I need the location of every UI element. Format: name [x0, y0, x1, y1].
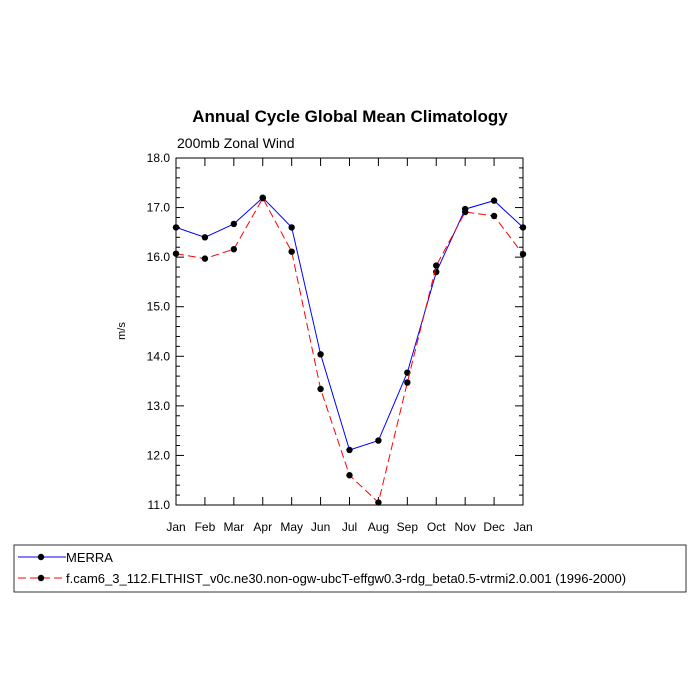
- x-tick-label: Feb: [195, 520, 216, 534]
- series-lines: [172, 194, 527, 506]
- series-line-1: [175, 197, 524, 504]
- x-tick-label: Jun: [311, 520, 330, 534]
- series-0-point: [230, 220, 238, 228]
- x-tick-label: Jul: [342, 520, 357, 534]
- y-tick-label: 18.0: [147, 151, 171, 165]
- legend-marker-0: [37, 553, 45, 561]
- series-0-point: [375, 437, 382, 444]
- series-1-point: [259, 194, 266, 202]
- series-1-point: [375, 499, 382, 506]
- plot-frame: [175, 157, 524, 506]
- legend-marker-1: [37, 574, 45, 582]
- x-tick-label: May: [280, 520, 303, 534]
- x-tick-label: Dec: [483, 520, 504, 534]
- tick-labels: 11.0 12.0 13.0 14.0 15.0 16.0 17.0 18.0 Jan Feb Ma…: [147, 151, 533, 534]
- series-0-point: [317, 351, 324, 358]
- y-tick-label: 14.0: [147, 349, 171, 363]
- legend-frame: [13, 544, 687, 593]
- series-1-point: [317, 385, 324, 393]
- series-1-point: [404, 379, 411, 386]
- x-tick-label: Aug: [368, 520, 389, 534]
- series-1-point: [461, 208, 469, 216]
- y-axis-label: m/s: [116, 322, 128, 340]
- y-tick-label: 16.0: [147, 250, 171, 264]
- series-1-point: [288, 248, 295, 255]
- series-1-point: [490, 212, 498, 220]
- x-tick-label: Jan: [513, 520, 532, 534]
- y-tick-label: 13.0: [147, 399, 171, 413]
- y-tick-label: 15.0: [147, 300, 171, 314]
- series-line-0: [175, 197, 524, 451]
- x-tick-label: Sep: [397, 520, 419, 534]
- x-tick-label: Nov: [454, 520, 475, 534]
- y-tick-label: 17.0: [147, 201, 171, 215]
- legend-label-1: f.cam6_3_112.FLTHIST_v0c.ne30.non-ogw-ub…: [66, 571, 626, 586]
- series-0-point: [346, 446, 353, 454]
- legend-label-0: MERRA: [66, 550, 113, 565]
- x-tick-label: Jan: [166, 520, 185, 534]
- x-tick-label: Apr: [253, 520, 272, 534]
- x-tick-label: Mar: [223, 520, 244, 534]
- series-0-point: [288, 224, 295, 231]
- y-tick-label: 11.0: [148, 498, 171, 512]
- series-0-point: [201, 234, 209, 241]
- legend: MERRA f.cam6_3_112.FLTHIST_v0c.ne30.non-o…: [18, 550, 626, 586]
- series-0-point: [490, 197, 498, 204]
- chart-title: Annual Cycle Global Mean Climatology: [192, 107, 508, 126]
- series-1-point: [433, 262, 440, 269]
- y-tick-label: 12.0: [147, 448, 171, 462]
- series-1-point: [201, 255, 209, 262]
- tick-marks: [175, 157, 524, 506]
- series-1-point: [230, 246, 238, 253]
- series-1-point: [346, 472, 353, 479]
- chart-subtitle: 200mb Zonal Wind: [177, 135, 295, 151]
- x-tick-label: Oct: [427, 520, 446, 534]
